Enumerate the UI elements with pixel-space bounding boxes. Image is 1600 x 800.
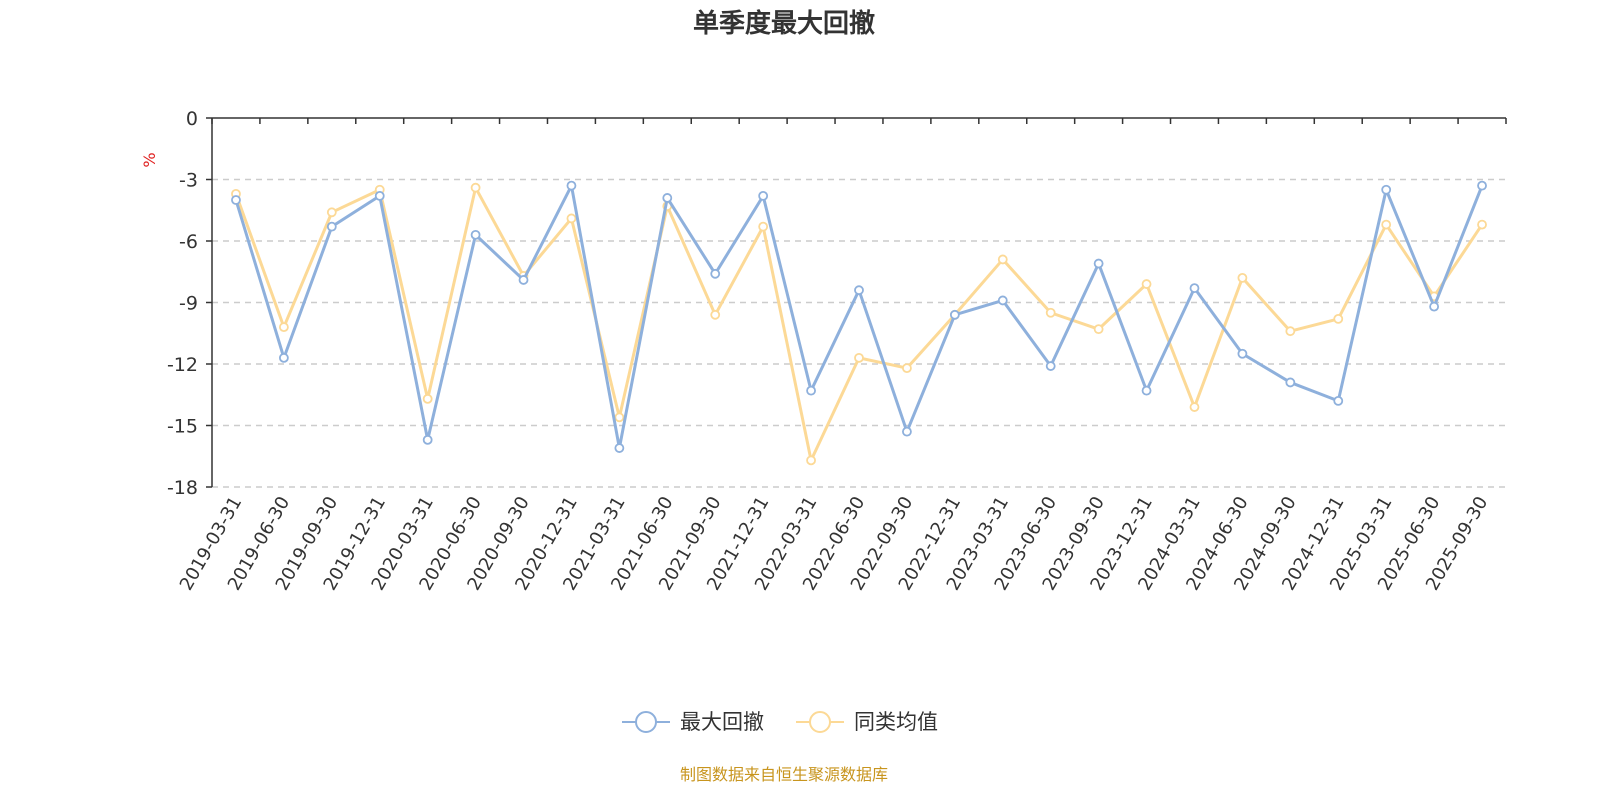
- y-unit-label: %: [140, 152, 159, 167]
- data-point-series-1[interactable]: [1189, 283, 1200, 294]
- y-tick-label: -6: [179, 231, 198, 253]
- data-point-series-1[interactable]: [1381, 184, 1392, 195]
- legend-marker-icon: [635, 711, 657, 733]
- data-point-series-1[interactable]: [662, 193, 673, 203]
- data-point-series-2[interactable]: [566, 213, 577, 224]
- data-point-series-2[interactable]: [1381, 219, 1392, 230]
- data-point-series-1[interactable]: [806, 385, 816, 396]
- data-point-series-2[interactable]: [854, 352, 864, 363]
- data-point-series-1[interactable]: [854, 285, 864, 296]
- data-point-series-1[interactable]: [1045, 361, 1056, 371]
- data-point-series-1[interactable]: [518, 275, 529, 285]
- legend-item-series-2[interactable]: 同类均值: [796, 710, 938, 734]
- data-point-series-2[interactable]: [902, 363, 912, 374]
- y-tick-label: -9: [179, 293, 198, 315]
- data-point-series-1[interactable]: [758, 190, 769, 201]
- data-point-series-2[interactable]: [1093, 324, 1104, 335]
- data-point-series-2[interactable]: [1045, 307, 1056, 318]
- data-point-series-1[interactable]: [614, 443, 625, 453]
- data-point-series-1[interactable]: [278, 352, 289, 363]
- data-point-series-1[interactable]: [470, 229, 481, 240]
- data-point-series-1[interactable]: [997, 295, 1008, 306]
- legend-marker-icon: [809, 711, 831, 733]
- y-tick-label: -15: [167, 416, 198, 438]
- data-point-series-1[interactable]: [1477, 180, 1487, 191]
- data-point-series-1[interactable]: [1141, 385, 1152, 396]
- source-note: 制图数据来自恒生聚源数据库: [680, 765, 888, 784]
- data-point-series-2[interactable]: [1285, 326, 1296, 337]
- data-point-series-2[interactable]: [1333, 313, 1344, 324]
- series-line-1: [234, 184, 1484, 450]
- data-point-series-2[interactable]: [1189, 402, 1200, 412]
- data-point-series-2[interactable]: [1237, 272, 1248, 283]
- data-point-series-1[interactable]: [1093, 258, 1104, 269]
- y-tick-label: -3: [179, 170, 198, 192]
- data-point-series-1[interactable]: [710, 268, 721, 279]
- series-lines: [231, 180, 1487, 466]
- legend-label-series-1: 最大回撤: [680, 710, 764, 734]
- data-point-series-2[interactable]: [997, 254, 1008, 265]
- data-point-series-2[interactable]: [710, 309, 721, 320]
- data-point-series-1[interactable]: [1285, 377, 1296, 388]
- y-axis-ticks: 0 -3 -6 -9 -12 -15 -18: [167, 108, 212, 499]
- data-point-series-2[interactable]: [758, 221, 769, 232]
- data-point-series-2[interactable]: [1141, 279, 1152, 289]
- data-point-series-1[interactable]: [326, 221, 337, 232]
- y-tick-label: -18: [167, 477, 198, 499]
- data-point-series-2[interactable]: [326, 207, 337, 218]
- legend-item-series-1[interactable]: 最大回撤: [622, 710, 764, 734]
- y-tick-label: 0: [186, 108, 198, 130]
- data-point-series-1[interactable]: [422, 434, 433, 445]
- data-point-series-1[interactable]: [231, 195, 241, 205]
- data-point-series-1[interactable]: [1429, 301, 1440, 312]
- y-tick-label: -12: [167, 354, 198, 376]
- data-point-series-2[interactable]: [614, 412, 625, 423]
- legend-label-series-2: 同类均值: [854, 710, 938, 734]
- data-point-series-1[interactable]: [566, 180, 577, 191]
- data-point-series-1[interactable]: [902, 426, 912, 437]
- data-point-series-1[interactable]: [949, 309, 960, 320]
- data-point-series-2[interactable]: [470, 182, 481, 193]
- data-point-series-2[interactable]: [1477, 219, 1487, 230]
- grid-lines: [212, 178, 1506, 488]
- data-point-series-1[interactable]: [1237, 348, 1248, 359]
- data-point-series-2[interactable]: [806, 455, 816, 466]
- chart-title: 单季度最大回撤: [693, 8, 875, 39]
- data-point-series-2[interactable]: [422, 393, 433, 404]
- data-point-series-2[interactable]: [278, 322, 289, 333]
- legend[interactable]: 最大回撤 同类均值: [622, 710, 938, 734]
- data-point-series-1[interactable]: [1333, 395, 1344, 406]
- data-point-series-1[interactable]: [374, 190, 385, 201]
